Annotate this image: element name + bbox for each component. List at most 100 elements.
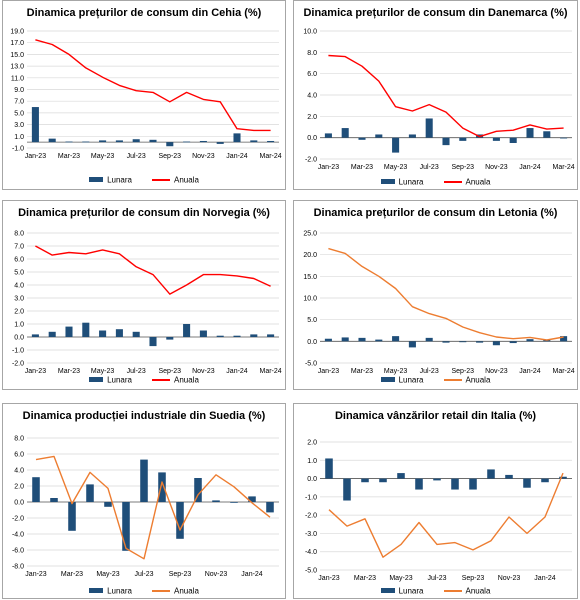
chart-title: Dinamica prețurilor de consum din Cehia … [26,7,262,19]
chart-svg: -2.0 0.0 2.0 4.0 6.0 8.0 10.0 Jan-23 Mar-23 May-2… [303,29,574,172]
y-tick-label: 17.0 [10,40,24,47]
legend-item-line: Anuala [152,586,199,595]
y-tick-label: 8.0 [307,50,317,57]
chart-title: Dinamica prețurilor de consum din Letoni… [313,207,558,219]
x-tick-label: Nov-23 [485,368,508,375]
bar-Feb-23 [343,478,351,501]
y-tick-label: 10.0 [303,29,317,36]
bar-Nov-23 [492,137,500,141]
bar-Jul-23 [425,337,433,342]
chart-panel-it: Dinamica vânzărilor retail din Italia (%… [293,403,578,599]
x-tick-label: Jan-23 [25,368,47,375]
legend-swatch-line [443,378,462,381]
bar-Jul-23 [425,118,433,138]
y-tick-label: 7.0 [14,99,24,106]
bar-Dec-23 [523,478,531,488]
y-tick-label: 4.0 [14,283,24,290]
y-tick-label: -4.0 [12,532,24,539]
x-tick-label: Jan-23 [318,164,340,171]
bar-Apr-23 [82,322,90,337]
x-tick-label: Jul-23 [420,164,439,171]
x-tick-label: Nov-23 [485,164,508,171]
legend-label-line: Anuala [174,586,199,596]
chart-svg: -5.0 0.0 5.0 10.0 15.0 20.0 25.0 Jan-23 Mar-23 Ma… [303,231,575,376]
legend-item-line: Anuala [152,175,199,184]
x-tick-label: Jan-24 [241,571,263,578]
y-tick-label: 6.0 [307,71,317,78]
bar-Jan-24 [526,339,534,342]
y-tick-label: 7.0 [14,244,24,251]
bar-Mar-24 [267,140,275,143]
bar-Feb-24 [266,502,274,513]
x-tick-label: Sep-23 [159,368,182,375]
x-tick-label: Mar-23 [354,575,376,582]
x-tick-label: Jul-23 [427,575,446,582]
series-line-Anuala [328,247,564,341]
bar-Sep-23 [166,337,174,340]
y-tick-label: 0.0 [307,339,317,346]
x-tick-label: Jan-24 [226,153,248,160]
x-tick-label: Jul-23 [420,368,439,375]
bar-Aug-23 [451,478,459,490]
legend-item-line: Anuala [152,375,199,384]
x-tick-label: Jan-23 [25,571,47,578]
bar-May-23 [392,137,400,153]
bar-Jul-23 [132,139,140,143]
series-line-Anuala [328,472,564,558]
y-tick-label: -2.0 [305,513,317,520]
bar-Apr-23 [375,339,383,342]
chart-legend: Lunara Anuala [294,586,577,595]
x-tick-label: Jan-24 [226,368,248,375]
y-tick-label: -2.0 [12,516,24,523]
x-tick-label: May-23 [96,571,119,578]
bar-Sep-23 [166,142,174,147]
bar-Oct-23 [183,141,191,143]
x-tick-label: Sep-23 [169,571,192,578]
bar-Jan-24 [233,133,241,143]
bar-Dec-23 [509,341,517,344]
legend-swatch-line [152,589,170,592]
bar-Nov-23 [492,341,500,346]
legend-label-bar: Lunara [107,375,132,385]
bar-Jul-23 [433,478,441,481]
bar-Oct-23 [194,478,202,502]
bar-Jun-23 [115,329,123,337]
x-tick-label: Sep-23 [452,164,475,171]
chart-panel-no: Dinamica prețurilor de consum din Norveg… [2,200,286,390]
chart-svg: -2.0 -1.0 0.0 1.0 2.0 3.0 4.0 5.0 6.0 7.0 8.0 Jan-2… [12,231,282,376]
y-tick-label: 8.0 [14,436,24,443]
x-tick-label: May-23 [384,368,407,375]
y-tick-label: 5.0 [14,270,24,277]
y-tick-label: 20.0 [303,252,317,259]
x-tick-label: Mar-23 [61,571,83,578]
bar-Jun-23 [115,140,123,143]
bar-Apr-23 [375,134,383,138]
chart-title: Dinamica prețurilor de consum din Danema… [303,7,568,19]
chart-title: Dinamica vânzărilor retail din Italia (%… [334,410,537,422]
bar-Sep-23 [459,341,467,343]
bar-Sep-23 [469,478,477,490]
bar-Mar-23 [361,478,369,483]
y-tick-label: 8.0 [14,231,24,238]
x-tick-label: May-23 [384,164,407,171]
bar-Nov-23 [199,330,207,337]
bar-Mar-24 [560,137,568,139]
y-tick-label: -2.0 [12,361,24,368]
bar-Jun-23 [408,134,416,138]
x-tick-label: Mar-24 [260,368,282,375]
chart-panel-se: Dinamica producției industriale din Sued… [2,403,286,599]
x-tick-label: Jan-24 [534,575,556,582]
bar-Jan-23 [32,477,40,502]
chart-title: Dinamica producției industriale din Sued… [22,410,266,422]
legend-item-bar: Lunara [89,586,132,595]
y-tick-label: 6.0 [14,452,24,459]
legend-item-bar: Lunara [89,375,132,384]
legend-item-bar: Lunara [380,375,424,384]
x-tick-label: Mar-24 [553,368,575,375]
x-tick-label: Mar-23 [351,368,373,375]
series-line-Anuala [35,245,271,295]
bar-Oct-23 [476,341,484,343]
bar-Jan-23 [324,133,332,138]
y-tick-label: 6.0 [14,257,24,264]
y-tick-label: -4.0 [305,549,317,556]
